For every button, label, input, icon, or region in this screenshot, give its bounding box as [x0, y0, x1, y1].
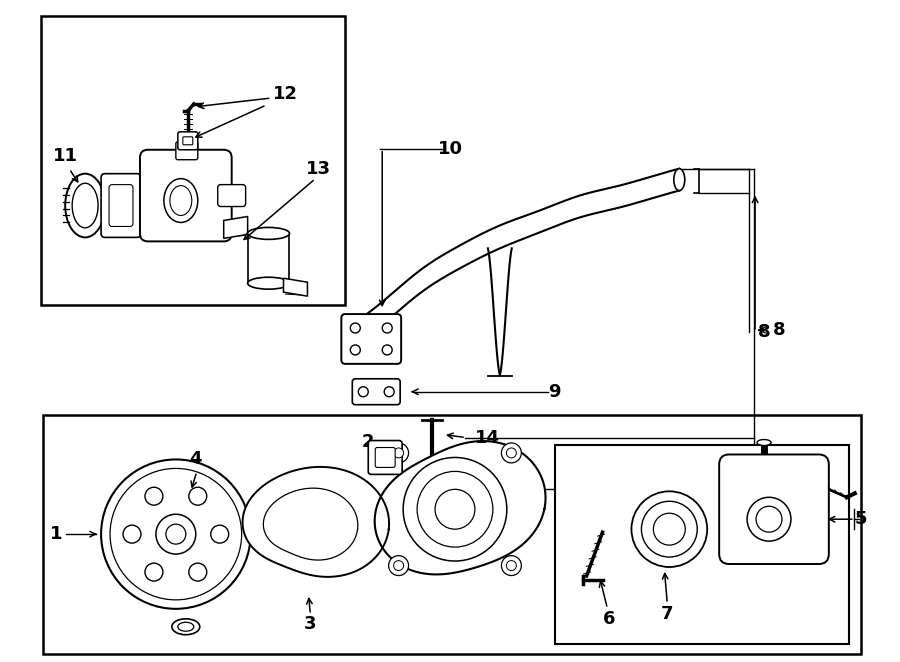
Circle shape — [166, 524, 185, 544]
FancyBboxPatch shape — [719, 455, 829, 564]
Ellipse shape — [164, 179, 198, 222]
Text: 6: 6 — [603, 610, 616, 628]
Text: 3: 3 — [304, 615, 317, 633]
Circle shape — [507, 561, 517, 571]
Text: 13: 13 — [306, 160, 331, 177]
Circle shape — [350, 345, 360, 355]
Circle shape — [501, 555, 521, 575]
FancyBboxPatch shape — [375, 448, 395, 467]
Circle shape — [101, 459, 250, 609]
Circle shape — [384, 387, 394, 397]
Ellipse shape — [170, 185, 192, 216]
Text: 8: 8 — [758, 323, 770, 341]
Circle shape — [382, 345, 392, 355]
Circle shape — [350, 323, 360, 333]
FancyBboxPatch shape — [218, 185, 246, 207]
Text: 1: 1 — [50, 525, 62, 543]
Ellipse shape — [674, 169, 685, 191]
Text: 2: 2 — [362, 432, 374, 451]
Circle shape — [393, 561, 403, 571]
Text: 14: 14 — [475, 428, 500, 447]
Ellipse shape — [172, 619, 200, 635]
Circle shape — [382, 323, 392, 333]
Circle shape — [507, 448, 517, 458]
Circle shape — [189, 487, 207, 505]
Circle shape — [189, 563, 207, 581]
Circle shape — [110, 469, 241, 600]
Circle shape — [417, 471, 493, 547]
Bar — [43, 414, 860, 653]
FancyBboxPatch shape — [178, 132, 198, 150]
Circle shape — [501, 443, 521, 463]
FancyBboxPatch shape — [352, 379, 400, 404]
Circle shape — [389, 443, 409, 463]
Text: 5: 5 — [854, 510, 867, 528]
Circle shape — [123, 525, 141, 543]
Text: 9: 9 — [548, 383, 561, 401]
FancyBboxPatch shape — [368, 440, 402, 475]
Circle shape — [632, 491, 707, 567]
Polygon shape — [224, 216, 248, 238]
FancyBboxPatch shape — [109, 185, 133, 226]
Circle shape — [393, 448, 403, 458]
Circle shape — [145, 563, 163, 581]
FancyBboxPatch shape — [341, 314, 401, 364]
Text: 4: 4 — [190, 450, 202, 469]
Circle shape — [756, 506, 782, 532]
Ellipse shape — [248, 277, 290, 289]
Text: 7: 7 — [662, 605, 673, 623]
FancyBboxPatch shape — [183, 137, 193, 145]
Circle shape — [389, 555, 409, 575]
Circle shape — [747, 497, 791, 541]
Circle shape — [403, 457, 507, 561]
Bar — [41, 17, 346, 305]
Ellipse shape — [248, 228, 290, 240]
Circle shape — [211, 525, 229, 543]
Ellipse shape — [757, 440, 771, 446]
FancyBboxPatch shape — [140, 150, 231, 242]
Circle shape — [145, 487, 163, 505]
Circle shape — [642, 501, 698, 557]
FancyBboxPatch shape — [176, 142, 198, 160]
Text: 8: 8 — [773, 321, 786, 339]
Circle shape — [653, 513, 685, 545]
Text: 11: 11 — [53, 147, 77, 165]
Ellipse shape — [65, 173, 105, 238]
Circle shape — [435, 489, 475, 529]
Circle shape — [358, 387, 368, 397]
Ellipse shape — [178, 622, 194, 632]
Polygon shape — [284, 278, 308, 296]
FancyBboxPatch shape — [101, 173, 141, 238]
Polygon shape — [242, 467, 389, 577]
Text: 10: 10 — [437, 140, 463, 158]
Circle shape — [156, 514, 196, 554]
Ellipse shape — [72, 183, 98, 228]
Text: 12: 12 — [273, 85, 298, 103]
Polygon shape — [374, 441, 545, 575]
Bar — [554, 444, 849, 643]
Bar — [248, 234, 290, 283]
